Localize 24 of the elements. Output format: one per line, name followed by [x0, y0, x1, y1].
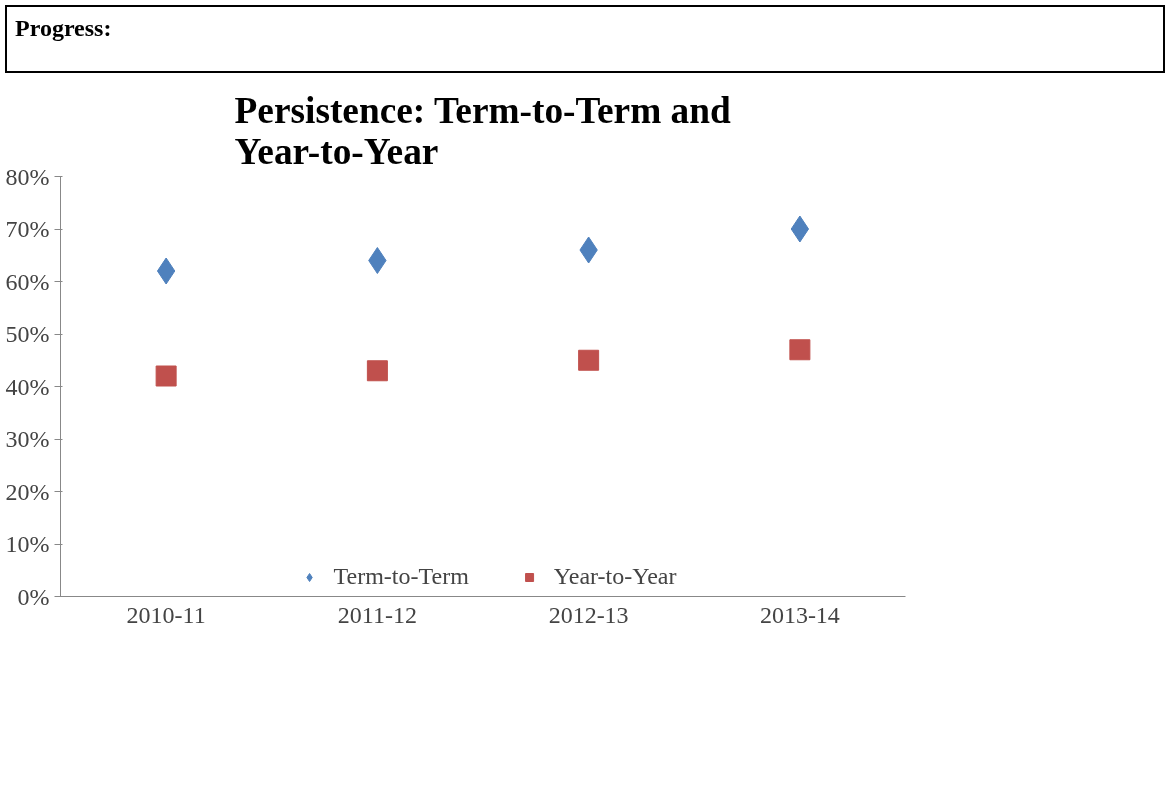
- y-tick-label: 10%: [5, 531, 50, 557]
- point: [155, 365, 177, 387]
- y-tick-label: 20%: [5, 478, 50, 505]
- point: [156, 257, 176, 285]
- y-tick-label: 60%: [5, 268, 50, 295]
- y-tick-label: 70%: [5, 216, 50, 242]
- x-tick-label: 2011-12: [337, 601, 417, 628]
- chart-title: Persistence: Term-to-Term and Year-to-Year: [234, 89, 732, 172]
- y-tick-label: 30%: [5, 426, 50, 452]
- y-tick-label: 40%: [5, 373, 50, 400]
- legend-label: Year-to-Year: [553, 563, 677, 590]
- y-tick-label: 80%: [5, 163, 50, 190]
- point: [366, 360, 388, 382]
- y-tick-label: 50%: [5, 321, 50, 347]
- point: [368, 247, 387, 274]
- x-tick-label: 2010-11: [126, 601, 206, 628]
- point: [789, 339, 811, 361]
- legend-label: Term-to-Term: [333, 563, 469, 590]
- text: Progress:: [15, 14, 112, 43]
- x-tick-label: 2012-13: [548, 601, 629, 628]
- x-tick-label: 2013-14: [759, 601, 840, 628]
- point: [790, 215, 810, 243]
- y-tick-label: 0%: [17, 583, 50, 610]
- point: [578, 349, 600, 371]
